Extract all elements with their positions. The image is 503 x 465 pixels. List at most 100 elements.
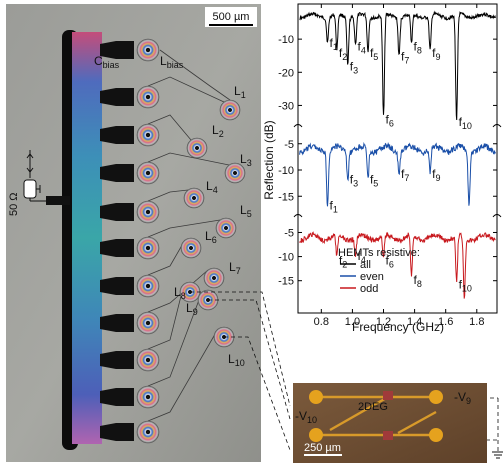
coupling-finger bbox=[100, 423, 134, 441]
y-tick-label: -10 bbox=[278, 252, 294, 264]
x-tick-label: 0.8 bbox=[314, 316, 329, 328]
coupling-finger bbox=[100, 164, 134, 182]
resonator-coil bbox=[186, 137, 208, 159]
bias-line bbox=[147, 291, 203, 387]
coupling-finger bbox=[100, 351, 134, 369]
bias-coil bbox=[136, 85, 160, 109]
bias-coil bbox=[136, 420, 160, 444]
bias-coil bbox=[136, 274, 160, 298]
legend-entry-all: all bbox=[360, 259, 371, 271]
axis-break bbox=[492, 124, 502, 128]
l-bias-label: Lbias bbox=[160, 54, 184, 70]
hemt-lower bbox=[383, 431, 393, 440]
legend-entry-odd: odd bbox=[360, 283, 378, 295]
v9-label: -V9 bbox=[454, 390, 471, 406]
y-tick-label: -5 bbox=[284, 227, 294, 239]
coupling-fingers bbox=[100, 41, 134, 441]
coupling-finger bbox=[100, 388, 134, 406]
resonator-coil bbox=[203, 267, 225, 289]
resonator-label-4: L4 bbox=[206, 179, 218, 195]
bias-line bbox=[147, 239, 186, 276]
bias-line bbox=[147, 152, 230, 166]
coupling-finger bbox=[100, 88, 134, 106]
inset-scale-bar: 250 µm bbox=[304, 442, 342, 456]
x-axis-label: Frequency (GHz) bbox=[352, 320, 444, 334]
resonance-label-all: f10 bbox=[459, 115, 472, 131]
resonator-coil bbox=[224, 162, 246, 184]
impedance-label: 50 Ω bbox=[8, 192, 20, 216]
resonance-label-all: f5 bbox=[370, 46, 378, 62]
coupling-finger bbox=[100, 277, 134, 295]
series-all bbox=[299, 10, 496, 121]
resonator-coil bbox=[180, 237, 202, 259]
resonator-label-10: L10 bbox=[228, 352, 245, 368]
ground-symbol bbox=[492, 451, 503, 459]
coupling-finger bbox=[100, 239, 134, 257]
x-tick-label: 1.0 bbox=[345, 316, 360, 328]
resonator-coil bbox=[219, 99, 241, 121]
resonance-label-even: f5 bbox=[370, 172, 378, 188]
axis-break bbox=[492, 214, 502, 218]
resonance-label-all: f7 bbox=[401, 49, 409, 65]
coax-symbol bbox=[23, 150, 46, 202]
reflection-chart: 0.8 1.0 1.2 1.4 1.6 1.8 -10 -20 -30 -5 -10 -15 -5 -10… bbox=[262, 3, 502, 334]
bias-line bbox=[147, 328, 219, 422]
hemt-upper bbox=[383, 391, 393, 400]
bias-coil bbox=[136, 200, 160, 224]
bias-coil bbox=[136, 161, 160, 185]
resonance-label-all: f6 bbox=[386, 112, 394, 128]
bias-line bbox=[147, 114, 192, 141]
resonator-label-7: L7 bbox=[229, 260, 241, 276]
x-tick-label: 1.6 bbox=[438, 316, 453, 328]
y-tick-label: -20 bbox=[278, 67, 294, 79]
coupling-finger bbox=[100, 203, 134, 221]
bias-coil bbox=[136, 311, 160, 335]
bias-lines bbox=[147, 49, 231, 422]
y-tick-label: -5 bbox=[284, 139, 294, 151]
coupling-finger bbox=[100, 126, 134, 144]
bias-line bbox=[147, 219, 221, 238]
resonator-coils bbox=[136, 38, 246, 444]
resonance-label-odd: f8 bbox=[413, 273, 421, 289]
inset-scale-label: 250 µm bbox=[304, 442, 341, 454]
feedline bbox=[72, 32, 102, 444]
resonator-label-8: L8 bbox=[174, 285, 186, 301]
inset-micrograph: 2DEG -V9 -V10 250 µm bbox=[293, 383, 487, 463]
resonance-label-all: f8 bbox=[413, 39, 421, 55]
bias-line bbox=[147, 189, 189, 202]
y-tick-label: -30 bbox=[278, 100, 294, 112]
resonance-label-even: f1 bbox=[330, 199, 338, 215]
series-odd bbox=[299, 231, 496, 299]
v10-label: -V10 bbox=[295, 409, 317, 425]
chart-series bbox=[299, 10, 496, 299]
y-tick-label: -10 bbox=[278, 34, 294, 46]
resonance-label-all: f1 bbox=[330, 36, 338, 52]
bias-coil bbox=[136, 38, 160, 62]
y-tick-label: -10 bbox=[278, 165, 294, 177]
coupling-finger bbox=[100, 314, 134, 332]
resonator-label-9: L9 bbox=[186, 301, 198, 317]
x-tick-label: 1.2 bbox=[376, 316, 391, 328]
resonance-label-odd: f10 bbox=[459, 278, 472, 294]
x-tick-label: 1.8 bbox=[469, 316, 484, 328]
resonance-labels: f1f2f3f4f5f6f7f8f9f10f1f3f5f7f9f2f4f6f8f… bbox=[330, 36, 472, 294]
series-even bbox=[299, 141, 496, 207]
bias-coil bbox=[136, 123, 160, 147]
resonance-label-all: f4 bbox=[358, 39, 366, 55]
bias-coil bbox=[136, 385, 160, 409]
resonator-label-2: L2 bbox=[212, 123, 224, 139]
bias-coil bbox=[136, 236, 160, 260]
x-tick-label: 1.4 bbox=[407, 316, 422, 328]
chart-ticks: 0.8 1.0 1.2 1.4 1.6 1.8 -10 -20 -30 -5 -10 -15 -5 -10… bbox=[278, 4, 497, 328]
legend-entry-even: even bbox=[360, 271, 384, 283]
bias-line bbox=[147, 269, 209, 313]
gate-pads bbox=[309, 390, 443, 442]
feedline-port bbox=[46, 196, 70, 205]
y-axis-label: Reflection (dB) bbox=[262, 120, 276, 199]
resonator-label-6: L6 bbox=[205, 229, 217, 245]
scale-bar: 500 µm bbox=[205, 7, 257, 27]
